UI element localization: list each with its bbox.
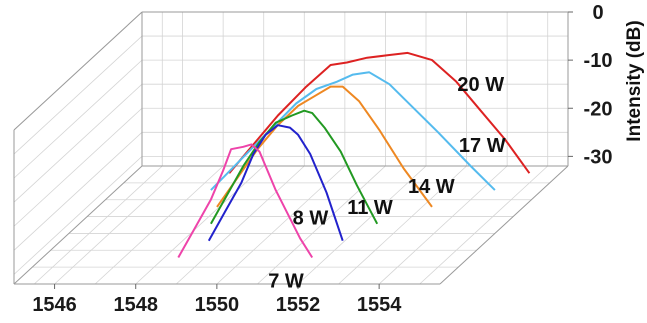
left-wall-gridline bbox=[13, 59, 143, 179]
left-wall-gridline bbox=[13, 107, 143, 227]
left-wall-gridline bbox=[13, 156, 143, 275]
floor-gridline bbox=[34, 165, 163, 285]
x-tick-label: 1550 bbox=[195, 294, 240, 316]
floor-gridline bbox=[176, 165, 305, 285]
series-label-14w: 14 W bbox=[408, 176, 455, 198]
x-tick-label: 1548 bbox=[113, 294, 158, 316]
y-tick-label: -10 bbox=[584, 50, 613, 72]
floor-gridline bbox=[419, 165, 548, 285]
series-line-7w bbox=[177, 143, 314, 259]
series-label-17w: 17 W bbox=[459, 135, 506, 157]
y-tick-label: -20 bbox=[584, 98, 613, 120]
x-tick-label: 1554 bbox=[357, 294, 402, 316]
series-line-11w bbox=[210, 109, 379, 225]
series-label-8w: 8 W bbox=[293, 208, 329, 230]
floor-gridline bbox=[257, 165, 386, 285]
left-wall-gridline bbox=[13, 132, 143, 251]
y-tick-label: 0 bbox=[592, 2, 603, 24]
series-label-7w: 7 W bbox=[268, 271, 304, 293]
y-axis-title: Intensity (dB) bbox=[624, 20, 645, 141]
floor-gridline bbox=[94, 165, 224, 285]
series-line-8w bbox=[207, 124, 344, 242]
floor-gridline bbox=[378, 165, 508, 285]
series-label-20w: 20 W bbox=[457, 74, 504, 96]
x-tick-label: 1546 bbox=[32, 294, 77, 316]
floor-gridline bbox=[338, 165, 467, 285]
box-edge bbox=[13, 11, 143, 131]
y-tick-label: -30 bbox=[584, 146, 613, 168]
series-label-11w: 11 W bbox=[347, 197, 393, 219]
floor-gridline bbox=[135, 165, 264, 285]
series-line-17w bbox=[210, 71, 496, 191]
floor-gridline bbox=[54, 165, 183, 285]
left-wall-gridline bbox=[13, 83, 143, 203]
box-edge bbox=[13, 165, 143, 285]
series-line-20w bbox=[228, 51, 531, 174]
x-tick-label: 1552 bbox=[276, 294, 321, 316]
floor-gridline bbox=[297, 165, 427, 285]
box-edge bbox=[439, 165, 569, 285]
left-wall-gridline bbox=[13, 35, 143, 155]
